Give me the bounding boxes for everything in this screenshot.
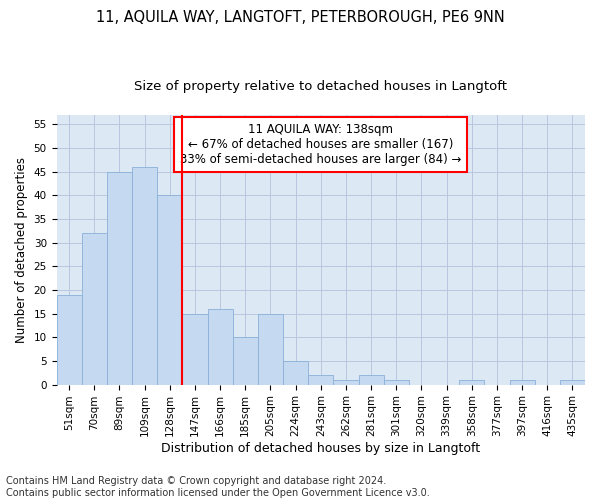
Bar (560, 380, 585, 384)
Bar (359, 375, 383, 384)
Bar (459, 380, 484, 384)
Bar (258, 314, 283, 384)
Title: Size of property relative to detached houses in Langtoft: Size of property relative to detached ho… (134, 80, 507, 93)
Bar (334, 380, 359, 384)
Bar (233, 338, 258, 384)
Y-axis label: Number of detached properties: Number of detached properties (15, 157, 28, 343)
Bar (509, 380, 535, 384)
Bar (107, 172, 132, 384)
Bar (182, 314, 208, 384)
Bar (56, 294, 82, 384)
Text: 11 AQUILA WAY: 138sqm
← 67% of detached houses are smaller (167)
33% of semi-det: 11 AQUILA WAY: 138sqm ← 67% of detached … (180, 123, 461, 166)
X-axis label: Distribution of detached houses by size in Langtoft: Distribution of detached houses by size … (161, 442, 481, 455)
Text: 11, AQUILA WAY, LANGTOFT, PETERBOROUGH, PE6 9NN: 11, AQUILA WAY, LANGTOFT, PETERBOROUGH, … (95, 10, 505, 25)
Bar (82, 233, 107, 384)
Bar (208, 309, 233, 384)
Bar (308, 375, 334, 384)
Bar (157, 196, 182, 384)
Text: Contains HM Land Registry data © Crown copyright and database right 2024.
Contai: Contains HM Land Registry data © Crown c… (6, 476, 430, 498)
Bar (383, 380, 409, 384)
Bar (283, 361, 308, 384)
Bar (132, 167, 157, 384)
